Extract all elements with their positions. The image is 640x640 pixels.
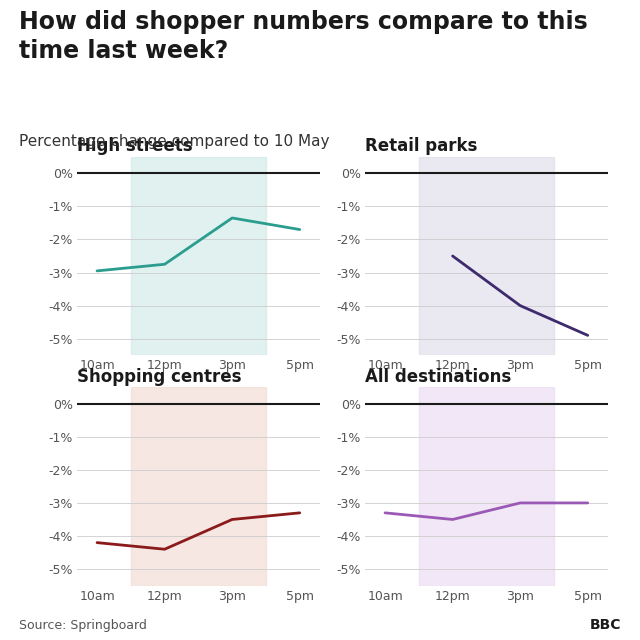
Text: Source: Springboard: Source: Springboard — [19, 619, 147, 632]
Bar — [419, 157, 554, 355]
Text: All destinations: All destinations — [365, 367, 511, 386]
Text: High streets: High streets — [77, 137, 193, 156]
Text: BBC: BBC — [589, 618, 621, 632]
Bar — [131, 157, 266, 355]
Bar — [131, 387, 266, 586]
Bar — [419, 387, 554, 586]
Text: Shopping centres: Shopping centres — [77, 367, 241, 386]
Text: How did shopper numbers compare to this
time last week?: How did shopper numbers compare to this … — [19, 10, 588, 63]
Text: Retail parks: Retail parks — [365, 137, 477, 156]
Text: Percentage change compared to 10 May: Percentage change compared to 10 May — [19, 134, 330, 149]
